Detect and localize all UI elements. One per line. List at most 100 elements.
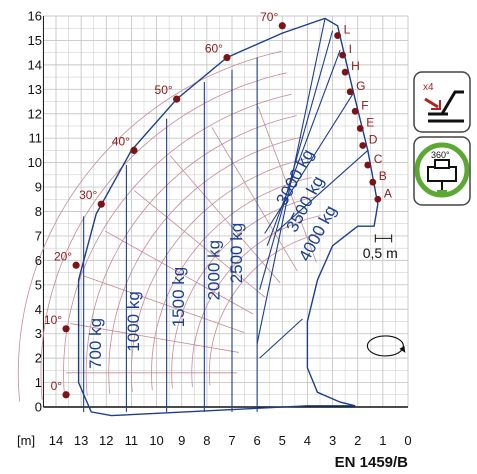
capacity-boundary — [264, 93, 354, 234]
extension-point — [351, 107, 359, 115]
x-tick-label: 3 — [329, 433, 336, 448]
x-tick-label: 1 — [379, 433, 386, 448]
rotation-label: 360° — [431, 150, 450, 160]
x-tick-label: 8 — [203, 433, 210, 448]
standard-label: EN 1459/B — [335, 454, 409, 471]
angle-ray — [83, 275, 245, 334]
extension-level-label: F — [361, 98, 368, 112]
y-tick-label: 15 — [28, 33, 42, 48]
load-capacity-label: 700 kg — [86, 318, 105, 369]
extension-level-label: I — [349, 42, 352, 56]
boom-angle-point — [72, 261, 80, 269]
extension-level-label: B — [379, 169, 387, 183]
capacity-boundary — [259, 318, 303, 359]
boom-angle-label: 0° — [51, 379, 63, 393]
y-tick-label: 14 — [28, 57, 42, 72]
load-capacity-label: 1500 kg — [169, 267, 188, 328]
y-tick-label: 16 — [28, 9, 42, 24]
extension-point — [356, 125, 364, 132]
x-tick-label: 14 — [49, 433, 63, 448]
boom-angle-point — [223, 53, 231, 62]
extension-arc — [108, 136, 302, 394]
extension-level-label: H — [351, 59, 360, 73]
extension-arcs — [17, 50, 325, 402]
angle-ray — [211, 127, 298, 272]
x-tick-label: 2 — [354, 433, 361, 448]
capacity-boundary — [266, 50, 341, 246]
extension-level-label: D — [369, 133, 378, 147]
x-axis-label: [m] — [17, 433, 35, 448]
extension-arc — [209, 231, 325, 386]
x-tick-label: 11 — [125, 433, 139, 448]
chart-labels: 0,5 m — [363, 234, 406, 357]
load-envelope — [77, 17, 379, 417]
y-tick-label: 2 — [35, 351, 42, 366]
y-tick-label: 9 — [35, 180, 42, 195]
capacity-boundary — [276, 149, 369, 232]
y-tick-label: 12 — [28, 106, 42, 121]
boom-angle-point — [278, 22, 286, 30]
y-tick-label: 6 — [35, 253, 42, 268]
capacity-boundary — [259, 30, 334, 290]
load-capacity-label: 2500 kg — [227, 223, 246, 284]
boom-angle-point — [173, 95, 181, 103]
y-tick-label: 4 — [35, 302, 42, 317]
angle-ray — [104, 230, 254, 315]
extension-level-label: A — [384, 186, 392, 200]
extension-point — [374, 195, 382, 203]
x-tick-label: 4 — [304, 433, 311, 448]
x-tick-label: 13 — [74, 433, 88, 448]
rotation-arrowhead — [399, 345, 406, 353]
boom-angle-point — [62, 391, 70, 399]
extension-arc — [17, 50, 282, 402]
boom-angle-label: 40° — [112, 134, 130, 148]
angle-ray — [169, 155, 281, 284]
extension-arc — [40, 72, 287, 400]
extension-point — [341, 68, 349, 76]
extension-point — [359, 142, 367, 149]
boom-angle-point — [130, 146, 138, 155]
boom-angle-point — [62, 325, 70, 333]
load-capacity-label: 2000 kg — [204, 240, 223, 301]
y-tick-label: 1 — [35, 375, 42, 390]
extension-point — [364, 161, 372, 169]
boom-angle-label: 70° — [260, 10, 278, 24]
x-tick-label: 0 — [404, 433, 411, 448]
x-tick-label: 10 — [149, 433, 163, 448]
x-tick-label: 9 — [178, 433, 185, 448]
extension-arc — [151, 177, 312, 391]
x-tick-label: 12 — [99, 433, 113, 448]
angle-ray — [134, 190, 266, 298]
extension-point — [369, 178, 377, 186]
rotation-arrow-icon — [366, 335, 404, 357]
boom-angle-rays — [66, 106, 317, 374]
y-tick-label: 7 — [35, 228, 42, 243]
x-tick-label: 5 — [279, 433, 286, 448]
boom-angle-label: 30° — [79, 188, 97, 202]
boom-angle-label: 20° — [54, 249, 72, 263]
y-tick-label: 13 — [28, 82, 42, 97]
boom-angle-label: 50° — [155, 83, 173, 97]
extension-level-label: C — [374, 152, 383, 166]
y-tick-label: 5 — [35, 277, 42, 292]
dimension-label: 0,5 m — [363, 245, 398, 261]
y-tick-label: 3 — [35, 326, 42, 341]
y-tick-label: 0 — [35, 400, 42, 415]
envelope-outline — [77, 17, 379, 417]
x-tick-label: 7 — [228, 433, 235, 448]
boom-angle-point — [97, 200, 105, 208]
extension-level-label: L — [344, 23, 351, 37]
extension-arc — [191, 215, 321, 387]
x-tick-label: 6 — [254, 433, 261, 448]
extension-level-label: E — [366, 115, 374, 129]
extension-point — [339, 51, 347, 59]
boom-angle-label: 10° — [44, 313, 62, 327]
extension-arc — [85, 115, 297, 396]
load-capacity-label: 1000 kg — [124, 291, 143, 352]
extension-arc — [131, 158, 307, 393]
rotation-360-icon: 360° — [413, 136, 471, 206]
y-tick-label: 8 — [35, 204, 42, 219]
